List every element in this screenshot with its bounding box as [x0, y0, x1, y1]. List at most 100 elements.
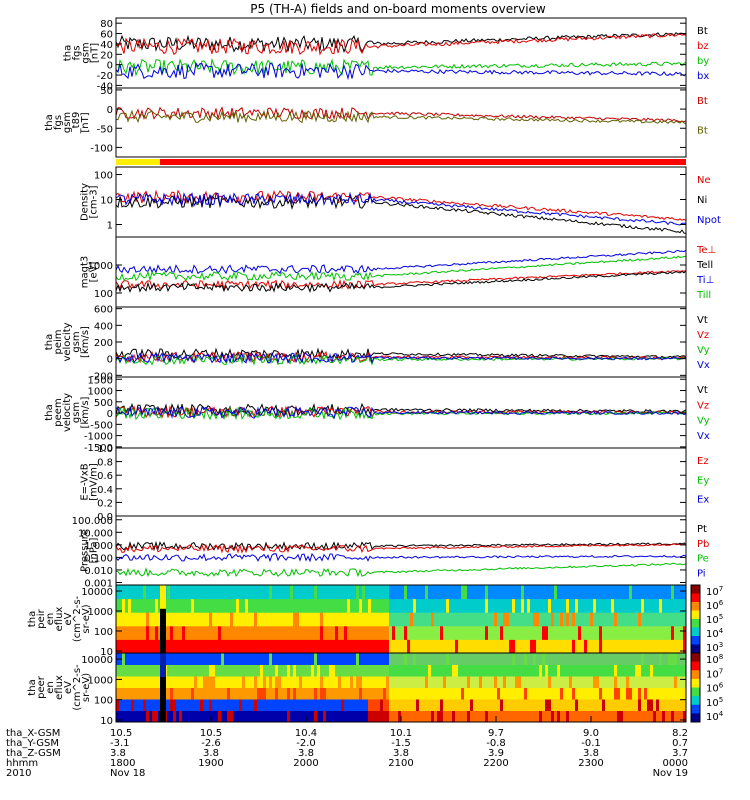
y-tick-label: 0	[107, 61, 113, 72]
spectrogram-electron	[116, 653, 686, 722]
y-tick-label: 0.0	[97, 512, 113, 523]
mode-bar-slow	[116, 159, 160, 165]
series-line-3-3	[116, 191, 686, 226]
x-tick-label: -0.1	[581, 738, 601, 749]
y-tick-label: 100	[94, 289, 113, 300]
panel-frame	[115, 306, 687, 378]
x-tick-label: 10.5	[200, 728, 222, 739]
y-tick-label: 10000	[81, 587, 113, 598]
y-tick-label: 1000	[88, 675, 113, 686]
x-row-label: tha_X-GSM	[6, 728, 60, 739]
y-tick-label: -100	[90, 143, 113, 154]
series-line-8-2	[116, 543, 686, 554]
legend-vt-label: Vt	[697, 385, 708, 396]
colorbar-tick-label: 103	[706, 641, 723, 654]
legend-till-label: Till	[696, 290, 711, 301]
legend-bt-label: Bt	[697, 126, 708, 137]
x-tick-label: 3.8	[393, 748, 409, 759]
x-tick-label: 2000	[293, 758, 318, 769]
legend-vx-label: Vx	[697, 360, 710, 371]
y-axis-label: thapeerenefluxeV(cm^2-s-sr-eV)	[27, 664, 92, 711]
colorbar-tick-label: 107	[706, 667, 723, 680]
x-tick-label: 8.2	[672, 728, 688, 739]
series-line-2-2	[116, 109, 686, 125]
y-tick-label: 0	[107, 355, 113, 366]
x-tick-label: -0.8	[486, 738, 506, 749]
panel-5: 600 400 200 0 -200 thapeimvelocitygsm[km/s] Vt…	[44, 305, 710, 383]
x-tick-label: -2.0	[296, 738, 316, 749]
series-line-4-4	[116, 255, 686, 282]
series-line-8-3	[116, 562, 686, 578]
y-tick-label: -50	[97, 124, 113, 135]
y-tick-label: 10	[100, 716, 113, 727]
series-line-4-3	[116, 249, 686, 275]
y-tick-label: -1500	[84, 443, 113, 454]
panel-7: 1.0 0.8 0.6 0.4 0.2 0.0 E=-VxB[mV/m] Ez Ey Ex	[80, 444, 710, 523]
colorbar-tick-label: 105	[706, 696, 723, 709]
legend-vz-label: Vz	[697, 330, 709, 341]
x-tick-label: 10.1	[390, 728, 412, 739]
y-tick-label: 1.000	[84, 541, 113, 552]
y-axis-label: magt3[eV]	[80, 256, 100, 289]
legend-pb-label: Pb	[697, 539, 709, 550]
x-tick-label: 3.9	[488, 748, 504, 759]
panel-frame	[115, 87, 687, 158]
legend-pt-label: Pt	[697, 524, 707, 535]
y-axis-label: Pressure[nPa]	[80, 529, 100, 572]
y-axis-label: E=-VxB[mV/m]	[80, 463, 100, 501]
x-tick-label: -1.5	[391, 738, 411, 749]
colorbar-tick-label: 107	[706, 585, 723, 598]
colorbar-tick-label: 104	[706, 627, 724, 640]
x-tick-label: 3.7	[672, 748, 688, 759]
x-tick-label: 10.4	[295, 728, 317, 739]
y-tick-label: 10000	[81, 655, 113, 666]
panel-10: 10000 1000 100 10 thapeerenefluxeV(cm^2-s-sr…	[27, 652, 687, 727]
series-line-8-1	[116, 540, 686, 552]
y-tick-label: -200	[90, 371, 113, 382]
legend-ez-label: Ez	[697, 456, 709, 467]
panel-9: 10000 1000 100 10 thapeirenefluxeV(cm^2-s-sr…	[27, 584, 687, 658]
y-tick-label: -40	[97, 81, 113, 92]
y-tick-label: 1000	[88, 387, 113, 398]
x-tick-label: 3.8	[583, 748, 599, 759]
y-tick-label: 100	[94, 627, 113, 638]
x-tick-label: 9.0	[583, 728, 599, 739]
series-line-6-4	[116, 405, 686, 420]
y-tick-label: 400	[94, 321, 113, 332]
panel-3: 100 10 1 Density[cm-3] Ne Ni Npot	[80, 166, 721, 238]
legend-te-label: Te⊥	[696, 245, 716, 256]
y-tick-label: 600	[94, 305, 113, 316]
y-tick-label: 1	[107, 221, 113, 232]
y-tick-label: 60	[100, 30, 113, 41]
y-tick-label: 0.001	[84, 578, 113, 589]
legend-vx-label: Vx	[697, 431, 710, 442]
y-axis-label: thapeemvelocitygsm[km/s]	[44, 393, 91, 432]
legend-tell-label: Tell	[696, 260, 713, 271]
y-tick-label: 0	[107, 105, 113, 116]
y-tick-label: 1000	[88, 607, 113, 618]
series-line-4-1	[116, 270, 686, 291]
y-tick-label: 0.2	[97, 498, 113, 509]
series-line-8-4	[116, 552, 686, 563]
x-row-label: 2010	[6, 768, 31, 779]
legend-ey-label: Ey	[697, 475, 709, 486]
x-row-label: tha_Y-GSM	[6, 738, 59, 749]
y-tick-label: -1000	[84, 432, 113, 443]
legend-npot-label: Npot	[697, 215, 721, 226]
plot-title: P5 (TH-A) fields and on-board moments ov…	[250, 2, 546, 16]
x-tick-label: Nov 19	[653, 768, 688, 779]
y-tick-label: 0	[107, 409, 113, 420]
legend-bt-label: Bt	[697, 26, 708, 37]
y-tick-label: 40	[100, 40, 113, 51]
y-tick-label: 200	[94, 338, 113, 349]
legend-ti-label: Ti⊥	[696, 275, 714, 286]
legend-ni-label: Ni	[697, 195, 707, 206]
y-tick-label: 100	[94, 696, 113, 707]
